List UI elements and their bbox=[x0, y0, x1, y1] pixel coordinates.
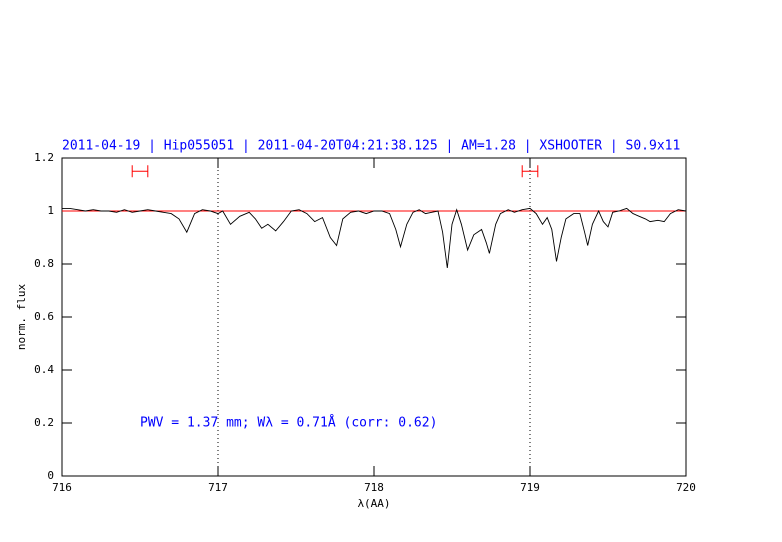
y-axis-label: norm. flux bbox=[15, 284, 28, 351]
x-tick-label: 720 bbox=[676, 481, 696, 494]
y-tick-label: 1.2 bbox=[34, 151, 54, 164]
spectrum-line bbox=[62, 207, 687, 269]
x-tick-label: 716 bbox=[52, 481, 72, 494]
x-tick-label: 717 bbox=[208, 481, 228, 494]
y-tick-label: 0.6 bbox=[34, 310, 54, 323]
interval-marker bbox=[131, 165, 149, 178]
x-tick-label: 719 bbox=[520, 481, 540, 494]
y-tick-label: 0 bbox=[47, 469, 54, 482]
y-tick-label: 0.2 bbox=[34, 416, 54, 429]
x-tick-label: 718 bbox=[364, 481, 384, 494]
chart-title: 2011-04-19 | Hip055051 | 2011-04-20T04:2… bbox=[62, 139, 680, 154]
annotation: PWV = 1.37 mm; Wλ = 0.71Å (corr: 0.62) bbox=[140, 415, 437, 431]
interval-marker bbox=[521, 165, 539, 178]
y-tick-label: 1 bbox=[47, 204, 54, 217]
x-axis-label: λ(AA) bbox=[357, 497, 390, 510]
y-tick-label: 0.4 bbox=[34, 363, 54, 376]
y-tick-label: 0.8 bbox=[34, 257, 54, 270]
